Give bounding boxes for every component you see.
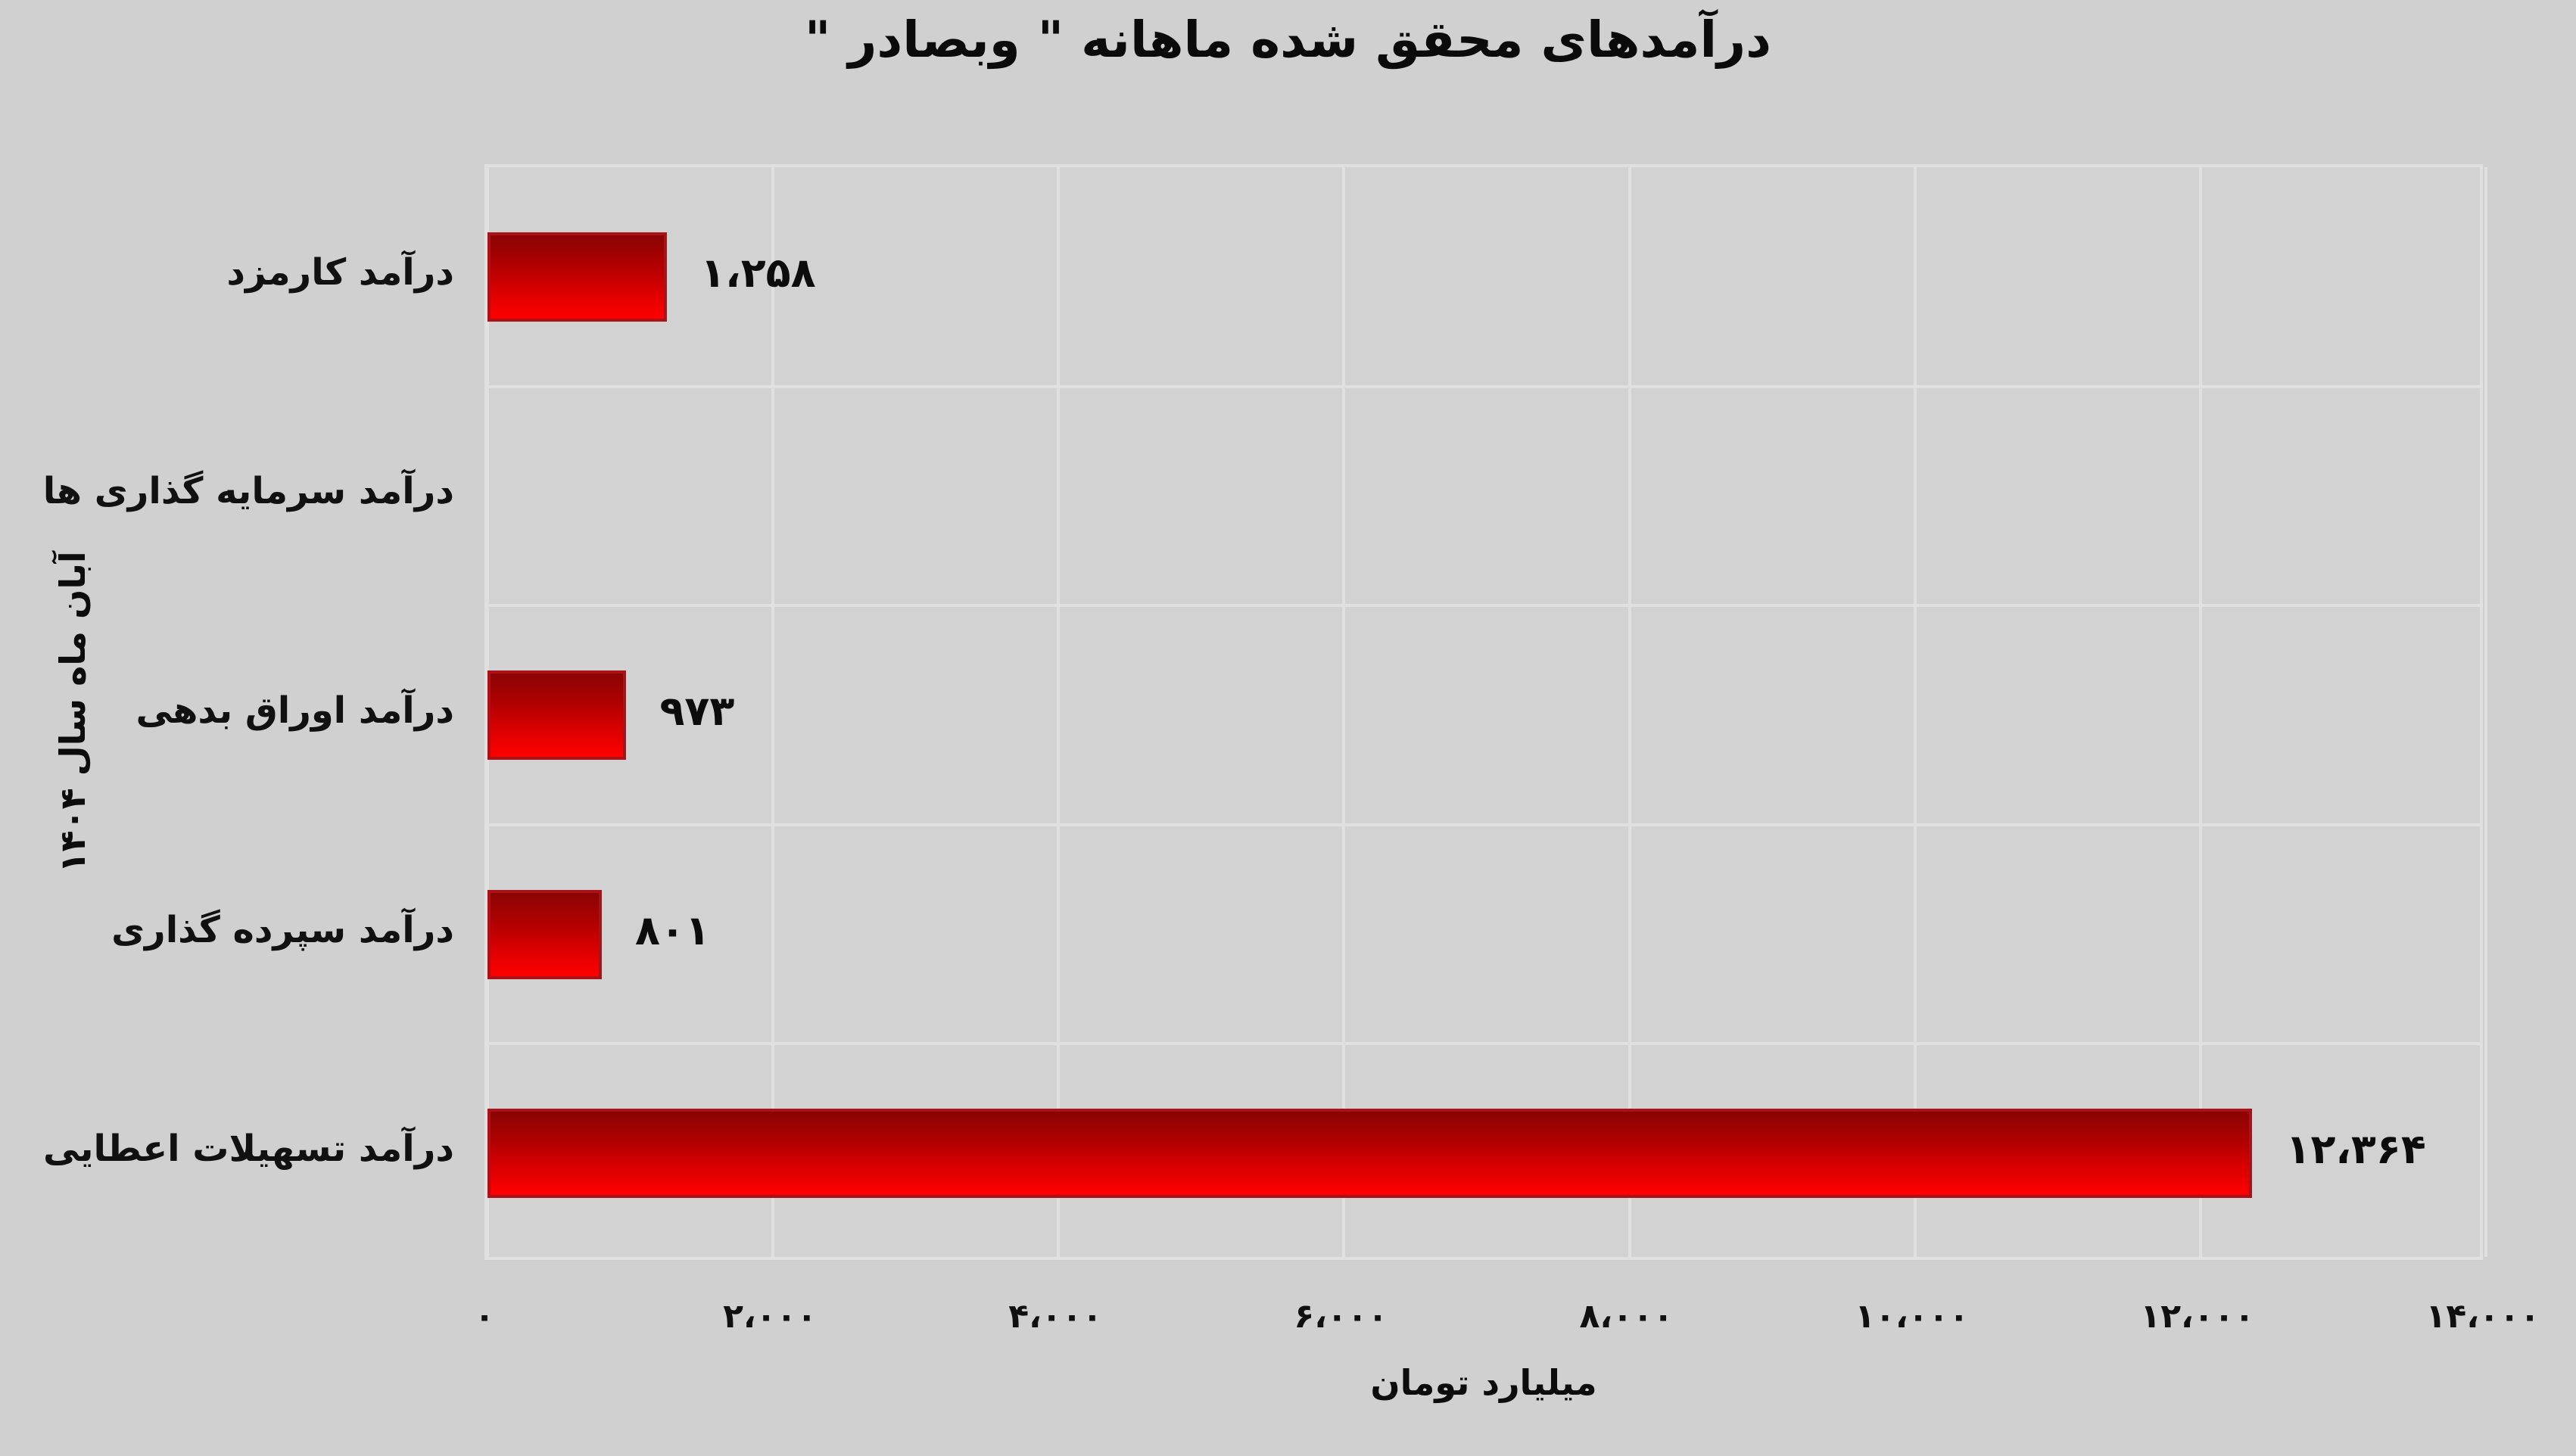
gridline-horizontal (487, 604, 2480, 608)
gridline-horizontal (487, 1042, 2480, 1046)
bar (487, 670, 627, 760)
y-axis-label: آبان ماه سال ۱۴۰۴ (52, 551, 93, 873)
x-tick-label: ۲،۰۰۰ (723, 1297, 818, 1336)
x-tick-label: ۱۲،۰۰۰ (2140, 1297, 2255, 1336)
gridline-vertical (2198, 167, 2202, 1257)
x-tick-label: ۱۰،۰۰۰ (1855, 1297, 1970, 1336)
bar-value-label: ۱،۲۵۸ (700, 249, 816, 297)
gridline-vertical (1628, 167, 1631, 1257)
x-tick-label: ۸،۰۰۰ (1579, 1297, 1674, 1336)
x-axis-label: میلیارد تومان (1370, 1362, 1597, 1403)
gridline-horizontal (487, 823, 2480, 826)
gridline-vertical (1342, 167, 1346, 1257)
category-label: درآمد کارمزد (226, 250, 454, 294)
x-tick-label: ۴،۰۰۰ (1008, 1297, 1103, 1336)
gridline-vertical (1057, 167, 1061, 1257)
x-tick-label: ۰ (474, 1297, 495, 1336)
gridline-horizontal (487, 384, 2480, 388)
category-label: درآمد اوراق بدهی (135, 689, 454, 732)
bar (487, 889, 603, 979)
x-tick-label: ۱۴،۰۰۰ (2425, 1297, 2540, 1336)
category-label: درآمد تسهیلات اعطایی (42, 1127, 454, 1170)
category-label: درآمد سپرده گذاری (111, 908, 454, 951)
bar (487, 232, 668, 322)
bar-value-label: ۱۲،۳۶۴ (2285, 1125, 2426, 1174)
x-tick-label: ۶،۰۰۰ (1294, 1297, 1388, 1336)
bar (487, 1109, 2253, 1199)
bar-value-label: ۸۰۱ (635, 906, 710, 954)
plot-area (484, 164, 2487, 1260)
bar-value-label: ۹۷۳ (659, 687, 735, 736)
category-label: درآمد سرمایه گذاری ها (42, 470, 454, 513)
gridline-vertical (771, 167, 775, 1257)
chart-title: درآمدهای محقق شده ماهانه " وبصادر " (804, 11, 1772, 69)
gridline-vertical (1913, 167, 1917, 1257)
gridline-vertical (2484, 167, 2487, 1257)
